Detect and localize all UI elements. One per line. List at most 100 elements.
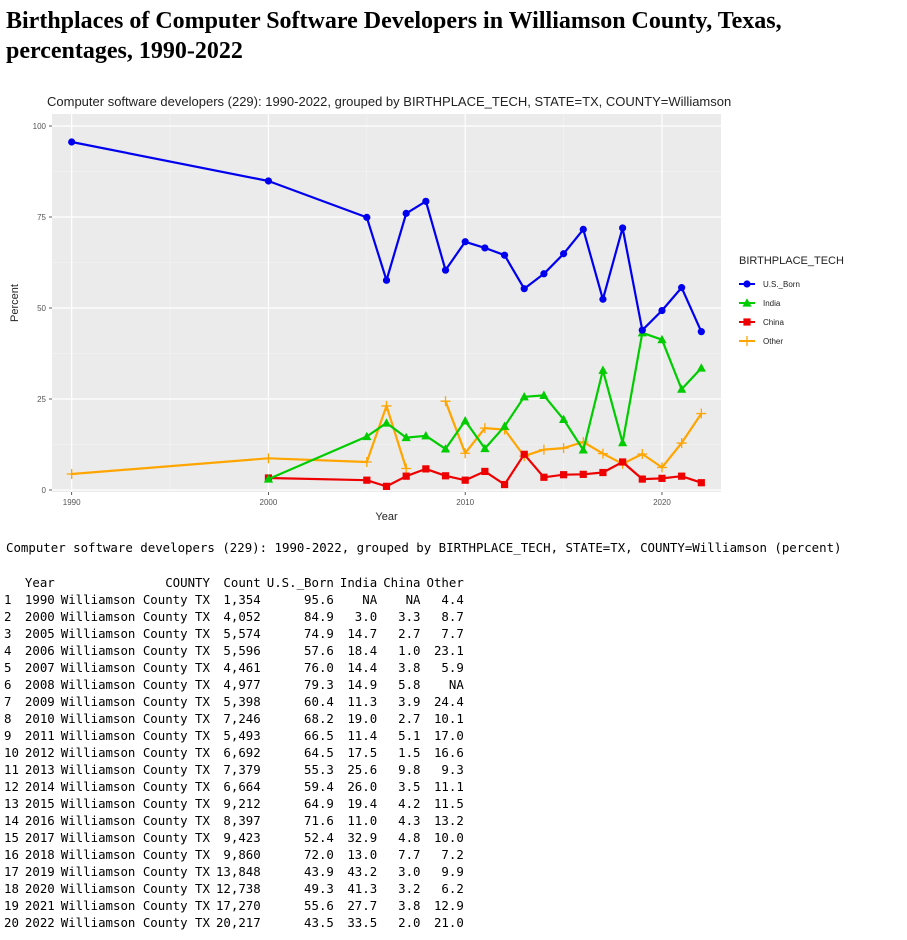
data-point-india: [657, 334, 667, 344]
data-point-india: [696, 363, 706, 372]
row-index: 16: [4, 847, 19, 862]
data-point-china: [461, 476, 469, 484]
data-point-china: [382, 482, 391, 490]
table-row: 16 2018 Williamson County TX 9,860 72.0 13.0 7…: [4, 846, 464, 863]
data-point-u-s-born: [441, 266, 450, 274]
data-point-u-s-born: [619, 224, 627, 232]
data-point-other: [656, 462, 667, 473]
table-cell: 9,423: [223, 830, 261, 845]
row-index: 10: [4, 745, 19, 760]
data-point-china: [402, 472, 410, 480]
row-index-header: [4, 574, 19, 591]
table-cell: 71.6: [304, 813, 334, 828]
x-tick-label: 1990: [63, 498, 81, 507]
table-cell: 3.8: [398, 660, 421, 675]
table-row: 12 2014 Williamson County TX 6,664 59.4 26.0 3…: [4, 778, 464, 795]
table-cell: 2018: [24, 847, 55, 862]
table-cell: Williamson County TX: [60, 779, 210, 794]
table-cell: 4,052: [223, 609, 261, 624]
row-index: 9: [4, 728, 12, 743]
plot-panel: [52, 114, 721, 492]
row-index: 1: [4, 592, 12, 607]
data-point-u-s-born: [500, 251, 509, 259]
table-cell: Williamson County TX: [60, 711, 210, 726]
row-index: 19: [4, 898, 19, 913]
data-point-india: [421, 430, 431, 440]
table-cell: 2010: [24, 711, 55, 726]
table-cell: 55.3: [304, 762, 334, 777]
data-point-china: [697, 479, 705, 487]
table-cell: Williamson County TX: [60, 694, 210, 709]
row-index: 17: [4, 864, 19, 879]
table-cell: 2005: [24, 626, 55, 641]
column-header: China: [383, 575, 421, 590]
data-point-other: [676, 438, 687, 449]
table-cell: 2007: [24, 660, 55, 675]
table-cell: 3.5: [398, 779, 421, 794]
y-tick-label: 75: [37, 213, 46, 222]
table-cell: 11.5: [433, 796, 464, 811]
data-point-u-s-born: [363, 213, 371, 221]
legend-marker-india: [742, 298, 752, 307]
table-cell: 24.4: [433, 694, 464, 709]
table-cell: 27.7: [347, 898, 378, 913]
table-cell: 9.3: [441, 762, 464, 777]
table-cell: 2017: [24, 830, 55, 845]
table-row: 14 2016 Williamson County TX 8,397 71.6 11.0 4…: [4, 812, 464, 829]
table-cell: Williamson County TX: [60, 830, 210, 845]
table-cell: 10.0: [433, 830, 464, 845]
table-cell: 2.7: [398, 626, 421, 641]
row-index: 4: [4, 643, 12, 658]
table-cell: Williamson County TX: [60, 660, 210, 675]
table-cell: 13.2: [433, 813, 464, 828]
data-point-other: [263, 453, 274, 464]
data-point-china: [619, 458, 627, 466]
table-cell: Williamson County TX: [60, 762, 210, 777]
table-cell: 9,860: [223, 847, 261, 862]
row-index: 8: [4, 711, 12, 726]
data-point-other: [381, 400, 392, 411]
data-point-china: [540, 473, 548, 481]
table-cell: 21.0: [433, 915, 464, 930]
table-cell: 12.9: [433, 898, 464, 913]
table-cell: 2000: [24, 609, 55, 624]
table-cell: Williamson County TX: [60, 847, 210, 862]
data-point-u-s-born: [422, 197, 430, 205]
table-row: 17 2019 Williamson County TX 13,848 43.9 43.2…: [4, 863, 464, 880]
x-axis-title: Year: [375, 511, 398, 523]
table-cell: 59.4: [304, 779, 334, 794]
table-cell: 72.0: [304, 847, 334, 862]
y-axis-title: Percent: [9, 284, 21, 322]
row-index: 12: [4, 779, 19, 794]
y-tick-label: 50: [37, 304, 46, 313]
table-row: 13 2015 Williamson County TX 9,212 64.9 19.4 4…: [4, 795, 464, 812]
table-cell: Williamson County TX: [60, 592, 210, 607]
table-cell: 64.9: [304, 796, 334, 811]
table-cell: 2.7: [398, 711, 421, 726]
table-cell: 8.7: [441, 609, 464, 624]
table-cell: 32.9: [347, 830, 378, 845]
data-point-other: [558, 443, 569, 454]
table-cell: Williamson County TX: [60, 813, 210, 828]
table-row: 4 2006 Williamson County TX 5,596 57.6 18.4 1.…: [4, 642, 464, 659]
table-cell: 11.4: [347, 728, 378, 743]
table-cell: 41.3: [347, 881, 378, 896]
data-point-u-s-born: [559, 250, 568, 258]
table-cell: 14.9: [347, 677, 378, 692]
table-row: 18 2020 Williamson County TX 12,738 49.3 41.3…: [4, 880, 464, 897]
table-cell: 49.3: [304, 881, 334, 896]
table-cell: 1,354: [223, 592, 261, 607]
data-point-india: [618, 437, 628, 447]
table-cell: 52.4: [304, 830, 334, 845]
table-cell: 11.1: [433, 779, 464, 794]
table-cell: 2008: [24, 677, 55, 692]
data-point-india: [677, 384, 687, 393]
table-cell: 2015: [24, 796, 55, 811]
table-cell: 17.5: [347, 745, 378, 760]
table-cell: 7,246: [223, 711, 261, 726]
table-cell: Williamson County TX: [60, 915, 210, 930]
table-cell: 76.0: [304, 660, 334, 675]
table-cell: 19.0: [347, 711, 378, 726]
data-point-other: [401, 463, 412, 474]
data-point-u-s-born: [382, 276, 391, 284]
